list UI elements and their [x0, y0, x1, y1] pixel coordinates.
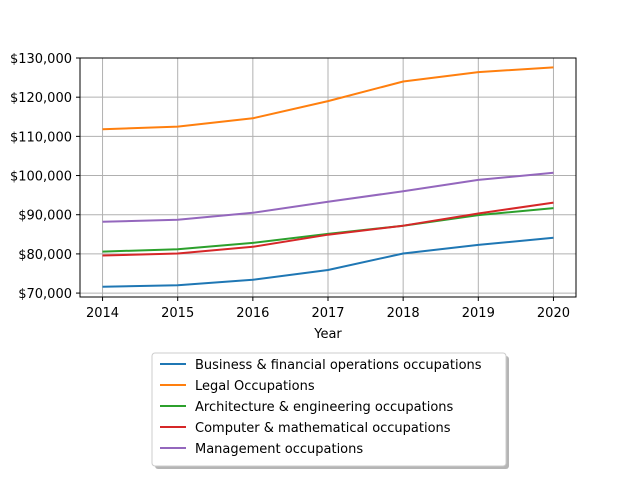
x-tick-label: 2016	[236, 306, 269, 321]
x-tick-label: 2020	[537, 306, 570, 321]
y-tick-label: $70,000	[18, 287, 72, 302]
y-tick-label: $80,000	[18, 248, 72, 263]
x-axis-label: Year	[313, 327, 342, 342]
y-tick-label: $90,000	[18, 209, 72, 224]
y-tick-label: $100,000	[10, 170, 72, 185]
legend: Business & financial operations occupati…	[151, 352, 509, 469]
legend-label: Architecture & engineering occupations	[195, 400, 454, 415]
series-line-0	[102, 236, 554, 288]
x-tick-label: 2015	[161, 306, 194, 321]
legend-label: Legal Occupations	[195, 379, 315, 394]
y-tick-label: $110,000	[10, 130, 72, 145]
y-tick-label: $130,000	[10, 52, 72, 67]
series-lines	[102, 66, 554, 288]
axis-ticks: 2014 2015 2016 2017 2018 2019 2020 $70,000 $80,0…	[10, 52, 570, 321]
x-tick-label: 2018	[387, 306, 420, 321]
y-tick-label: $120,000	[10, 91, 72, 106]
legend-label: Management occupations	[195, 442, 363, 457]
x-tick-label: 2017	[311, 306, 344, 321]
legend-box	[151, 352, 507, 467]
legend-label: Business & financial operations occupati…	[195, 358, 482, 373]
series-line-1	[102, 66, 554, 131]
legend-label: Computer & mathematical occupations	[195, 421, 451, 436]
x-tick-label: 2014	[86, 306, 119, 321]
series-line-3	[102, 201, 554, 257]
series-line-4	[102, 171, 554, 223]
x-tick-label: 2019	[462, 306, 495, 321]
